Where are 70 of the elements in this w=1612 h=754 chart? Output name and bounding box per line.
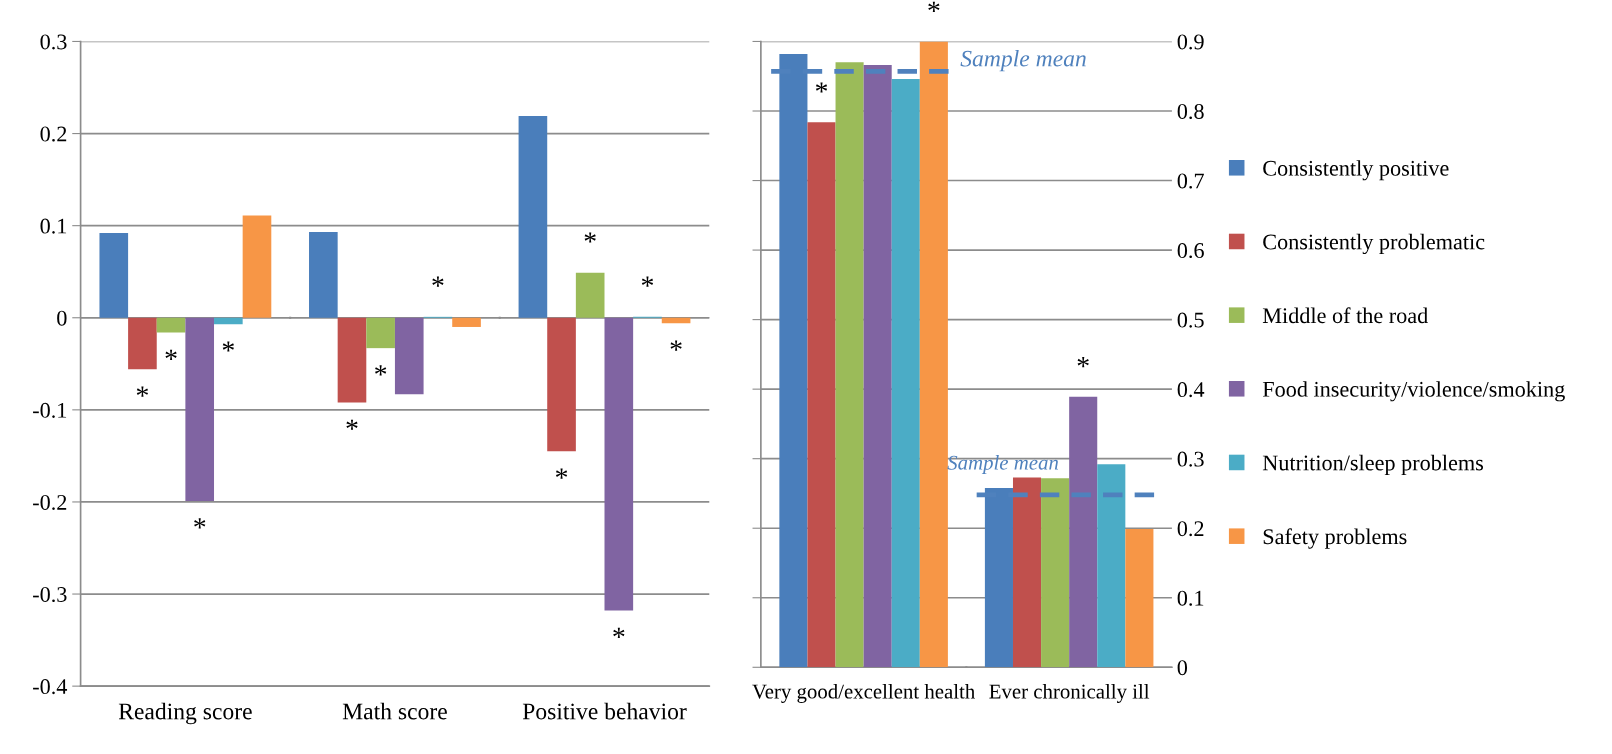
x-tick-label: Reading score xyxy=(118,702,252,725)
data-label: * xyxy=(346,419,358,430)
data-label: * xyxy=(194,518,206,529)
data-label: * xyxy=(584,232,596,243)
y2-tick-label: 0.7 xyxy=(1177,173,1204,189)
y2-tick-label: 0 xyxy=(1177,660,1188,676)
bar xyxy=(128,317,157,370)
bar xyxy=(891,79,920,668)
bar xyxy=(242,215,272,318)
data-label: * xyxy=(670,340,682,351)
data-label: * xyxy=(641,276,654,287)
x-tick-label: Very good/excellent health xyxy=(752,683,975,703)
bar xyxy=(863,65,892,668)
data-label: * xyxy=(222,341,234,352)
y-tick-label: 0 xyxy=(57,310,67,326)
y2-tick-label: 0.1 xyxy=(1177,590,1204,606)
x-tick-label: Ever chronically ill xyxy=(989,683,1150,703)
y-tick-label: -0.4 xyxy=(33,679,68,695)
bar xyxy=(518,116,548,318)
bar xyxy=(807,122,836,668)
y2-tick-label: 0.8 xyxy=(1177,103,1204,120)
legend-label: Consistently problematic xyxy=(1263,233,1485,255)
bar xyxy=(547,317,576,452)
legend-label: Consistently positive xyxy=(1263,160,1449,181)
y-tick-label: 0.3 xyxy=(40,34,67,50)
bar xyxy=(214,317,243,325)
ref-line-label: Sample mean xyxy=(960,49,1086,72)
y2-tick-label: 0.4 xyxy=(1177,382,1205,398)
bar xyxy=(1125,528,1154,668)
x-tick-label: Positive behavior xyxy=(522,702,687,720)
legend-label: Middle of the road xyxy=(1262,307,1428,324)
y2-tick-label: 0.5 xyxy=(1177,312,1204,328)
bar xyxy=(99,233,129,318)
bar xyxy=(1069,396,1098,668)
bar xyxy=(309,232,338,318)
data-label: * xyxy=(136,386,149,397)
bar xyxy=(604,317,634,611)
legend-label: Safety problems xyxy=(1263,528,1407,549)
y2-tick-label: 0.9 xyxy=(1177,34,1204,50)
y-tick-label: -0.1 xyxy=(33,402,67,418)
data-label: * xyxy=(432,276,444,287)
bar xyxy=(1097,464,1126,668)
bar xyxy=(337,317,367,403)
legend-label: Nutrition/sleep problems xyxy=(1262,454,1484,475)
bar xyxy=(366,317,395,349)
y2-tick-label: 0.2 xyxy=(1177,521,1204,537)
data-label: * xyxy=(165,349,177,360)
bar xyxy=(1041,478,1070,668)
bar xyxy=(452,317,481,327)
bar xyxy=(835,62,864,668)
data-label: * xyxy=(375,365,387,376)
bar xyxy=(156,317,186,333)
bar xyxy=(575,272,605,318)
y-tick-label: 0.1 xyxy=(40,218,67,234)
y-tick-label: 0.2 xyxy=(40,126,67,142)
y2-tick-label: 0.6 xyxy=(1177,243,1204,259)
y-tick-label: -0.2 xyxy=(33,494,67,510)
bar xyxy=(394,317,424,395)
x-tick-label: Math score xyxy=(342,702,447,720)
y-tick-label: -0.3 xyxy=(33,586,67,603)
y2-tick-label: 0.3 xyxy=(1177,451,1204,467)
bar xyxy=(1012,477,1042,668)
legend-label: Food insecurity/violence/smoking xyxy=(1262,381,1565,402)
bar xyxy=(185,317,215,502)
data-label: * xyxy=(613,627,625,639)
data-label: * xyxy=(1077,357,1089,368)
data-label: * xyxy=(815,82,828,93)
bar xyxy=(919,41,948,668)
data-label: * xyxy=(928,1,940,12)
data-label: * xyxy=(555,468,568,479)
